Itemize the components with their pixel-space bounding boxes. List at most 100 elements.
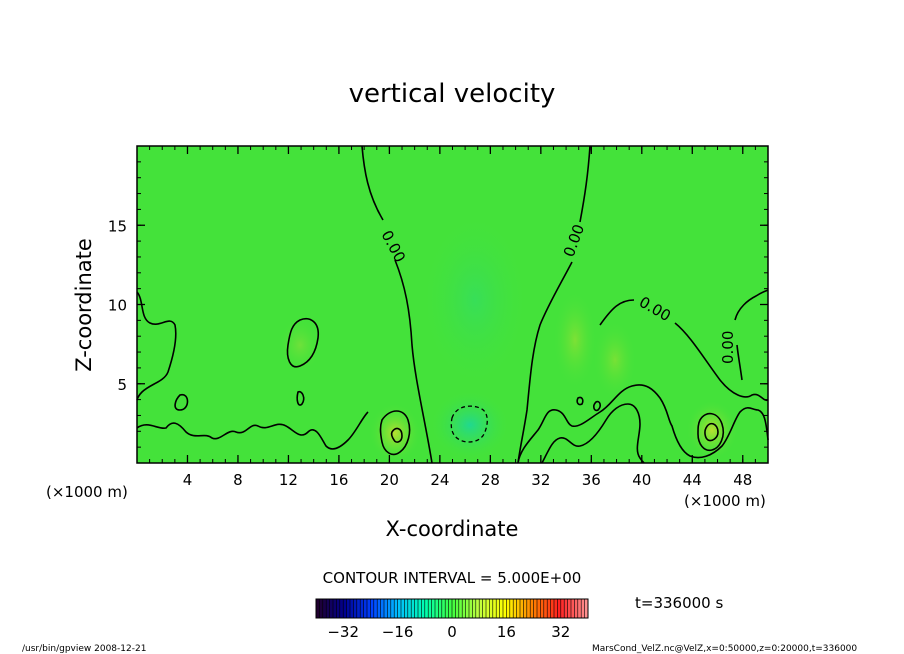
colorbar-cell (435, 599, 439, 618)
contour-line (576, 396, 584, 406)
x-axis: 4 8 12 16 20 24 28 32 36 40 44 48 (149, 146, 756, 489)
colorbar-cell (353, 599, 358, 618)
colorbar (315, 598, 589, 619)
contour-line (136, 411, 369, 450)
colorbar-cell (336, 599, 341, 618)
contour-label: 0.00 (719, 331, 737, 364)
colorbar-cell (462, 599, 466, 618)
contour-line (593, 400, 601, 412)
colorbar-cell (326, 599, 330, 618)
colorbar-cell (479, 599, 483, 618)
x-unit-label-left: (×1000 m) (46, 483, 128, 501)
x-tick-label: 36 (582, 471, 601, 489)
x-tick-label: 24 (430, 471, 449, 489)
colorbar-cell (377, 599, 381, 618)
colorbar-cell (523, 599, 528, 618)
colorbar-cell (554, 599, 558, 618)
colorbar-cell (339, 599, 344, 618)
colorbar-cell (458, 599, 463, 618)
colorbar-cell (329, 599, 334, 618)
colorbar-cell (373, 599, 378, 618)
colorbar-cell (482, 599, 487, 618)
colorbar-cell (333, 599, 337, 618)
x-unit-label-right: (×1000 m) (684, 492, 766, 510)
footer-right: MarsCond_VelZ.nc@VelZ,x=0:50000,z=0:2000… (592, 644, 857, 654)
colorbar-frame (315, 598, 589, 619)
colorbar-cell (496, 599, 500, 618)
colorbar-cell (526, 599, 531, 618)
colorbar-cell (560, 599, 565, 618)
colorbar-cell (431, 599, 436, 618)
contour-line (390, 427, 403, 443)
colorbar-cell (574, 599, 579, 618)
contour-line (136, 291, 177, 401)
colorbar-cell (581, 599, 585, 618)
colorbar-cell (441, 599, 446, 618)
y-tick-label: 10 (108, 297, 127, 315)
y-tick-label: 15 (108, 217, 127, 235)
x-tick-label: 44 (683, 471, 702, 489)
colorbar-cell (343, 599, 347, 618)
colorbar-cell (489, 599, 494, 618)
colorbar-cell (367, 599, 371, 618)
colorbar-cell (452, 599, 456, 618)
colorbar-cell (486, 599, 490, 618)
colorbar-cell (465, 599, 470, 618)
colorbar-cell (455, 599, 460, 618)
colorbar-tick-label: −16 (382, 623, 414, 641)
contour-line (361, 145, 433, 464)
contour-line (286, 318, 320, 368)
colorbar-cell (533, 599, 538, 618)
colorbar-cell (356, 599, 361, 618)
colorbar-cell (418, 599, 422, 618)
colorbar-cell (584, 599, 589, 618)
colorbar-cell (363, 599, 368, 618)
colorbar-tick-label: 0 (447, 623, 457, 641)
colorbar-cell (543, 599, 548, 618)
colorbar-cell (537, 599, 541, 618)
colorbar-cell (550, 599, 555, 618)
colorbar-cell (411, 599, 415, 618)
time-label: t=336000 s (635, 594, 723, 612)
x-tick-label: 40 (632, 471, 651, 489)
colorbar-cell (577, 599, 582, 618)
field-blob (278, 317, 322, 373)
x-tick-label: 16 (329, 471, 348, 489)
contour-line (599, 299, 769, 402)
colorbar-tick-label: 16 (497, 623, 516, 641)
colorbar-cell (445, 599, 449, 618)
colorbar-cell (346, 599, 351, 618)
y-axis: 5 10 15 (108, 161, 768, 448)
x-tick-label: 12 (279, 471, 298, 489)
footer-left: /usr/bin/gpview 2008-12-21 (22, 644, 146, 654)
colorbar-cell (506, 599, 511, 618)
x-tick-label: 32 (531, 471, 550, 489)
contour-line (704, 422, 719, 442)
colorbar-cell (492, 599, 497, 618)
contour-line (296, 390, 305, 406)
contour-line (517, 384, 769, 464)
x-tick-label: 20 (380, 471, 399, 489)
contour-line (379, 410, 411, 456)
colorbar-cell (472, 599, 477, 618)
colorbar-cell (384, 599, 388, 618)
contour-line (734, 289, 769, 381)
colorbar-cell (322, 599, 327, 618)
chart-title: vertical velocity (349, 79, 556, 109)
colorbar-cell (404, 599, 409, 618)
colorbar-cell (360, 599, 364, 618)
contour-line (174, 393, 189, 411)
colorbar-cell (509, 599, 514, 618)
x-tick-label: 4 (183, 471, 193, 489)
colorbar-cell (503, 599, 507, 618)
colorbar-cell (407, 599, 412, 618)
colorbar-cell (421, 599, 426, 618)
colorbar-cell (530, 599, 534, 618)
field-blob (686, 400, 738, 460)
colorbar-cell (394, 599, 398, 618)
y-axis-title: Z-coordinate (72, 238, 96, 372)
plot-area: 0.00 0.00 0.00 0.00 (136, 145, 769, 464)
colorbar-tick-label: 32 (551, 623, 570, 641)
colorbar-cell (414, 599, 419, 618)
